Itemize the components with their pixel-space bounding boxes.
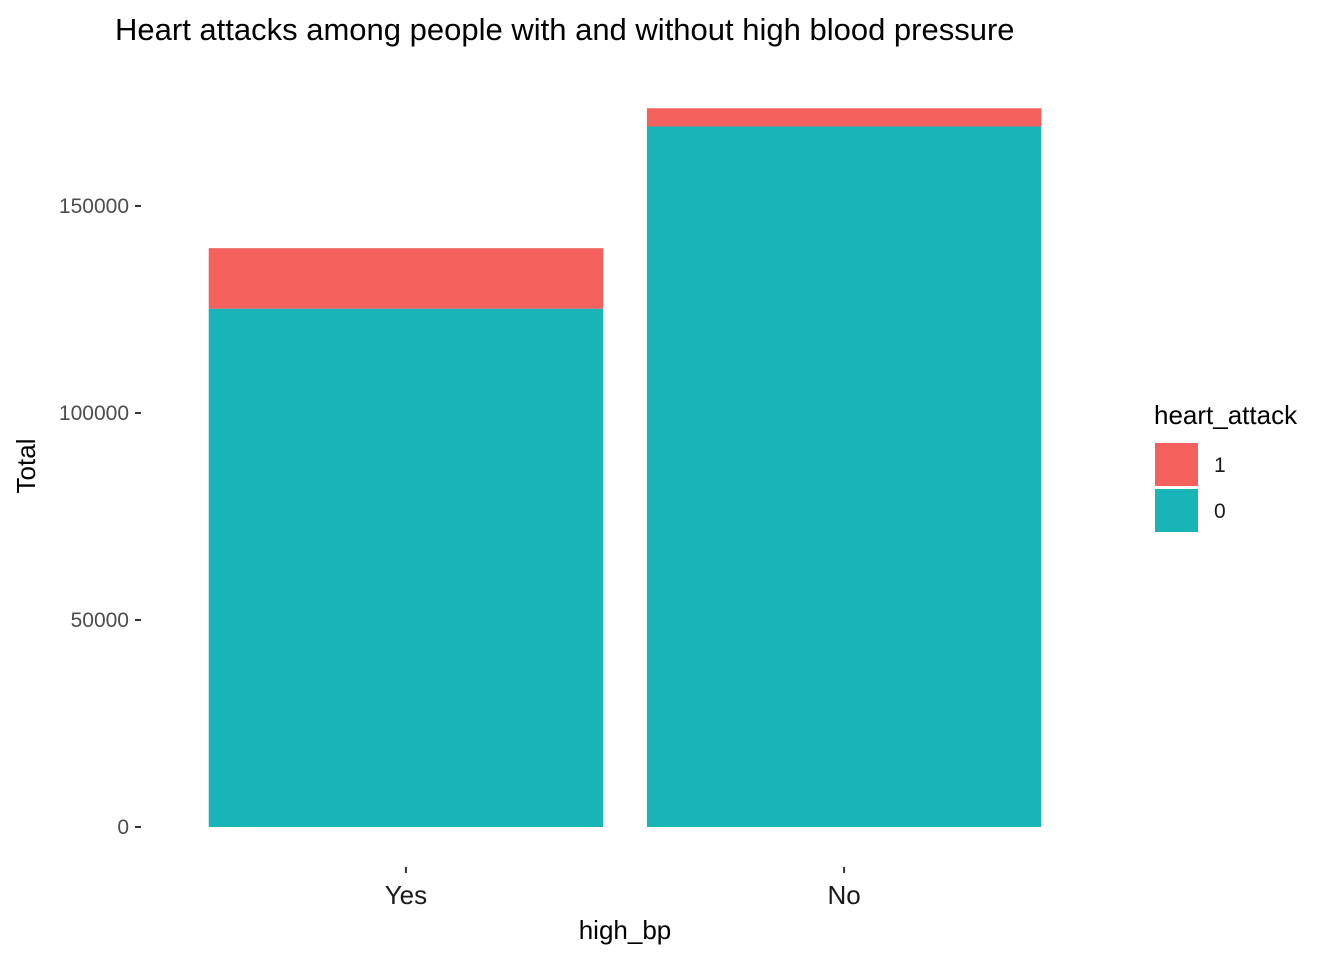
- y-tick-label: 150000: [59, 195, 129, 218]
- legend: heart_attack 1 0: [1154, 400, 1298, 532]
- chart-title: Heart attacks among people with and with…: [115, 12, 1015, 47]
- y-axis: 0 50000 100000 150000: [59, 195, 141, 839]
- x-tick-label: No: [827, 880, 860, 910]
- x-axis-title: high_bp: [579, 915, 672, 945]
- legend-key-0: [1155, 489, 1198, 532]
- bar-yes-heart-attack-0: [208, 308, 604, 827]
- y-tick-label: 50000: [71, 609, 129, 632]
- legend-label-1: 1: [1214, 454, 1226, 477]
- y-tick-label: 100000: [59, 402, 129, 425]
- bars: [208, 108, 1042, 827]
- legend-title: heart_attack: [1154, 400, 1298, 430]
- legend-key-1: [1155, 443, 1198, 486]
- x-tick-label: Yes: [385, 880, 427, 910]
- bar-no-heart-attack-1: [646, 108, 1042, 127]
- legend-label-0: 0: [1214, 500, 1226, 523]
- y-axis-title: Total: [11, 439, 41, 494]
- x-axis: Yes No: [385, 867, 861, 910]
- y-tick-label: 0: [117, 816, 129, 839]
- bar-no-heart-attack-0: [646, 126, 1042, 827]
- bar-yes-heart-attack-1: [208, 248, 604, 309]
